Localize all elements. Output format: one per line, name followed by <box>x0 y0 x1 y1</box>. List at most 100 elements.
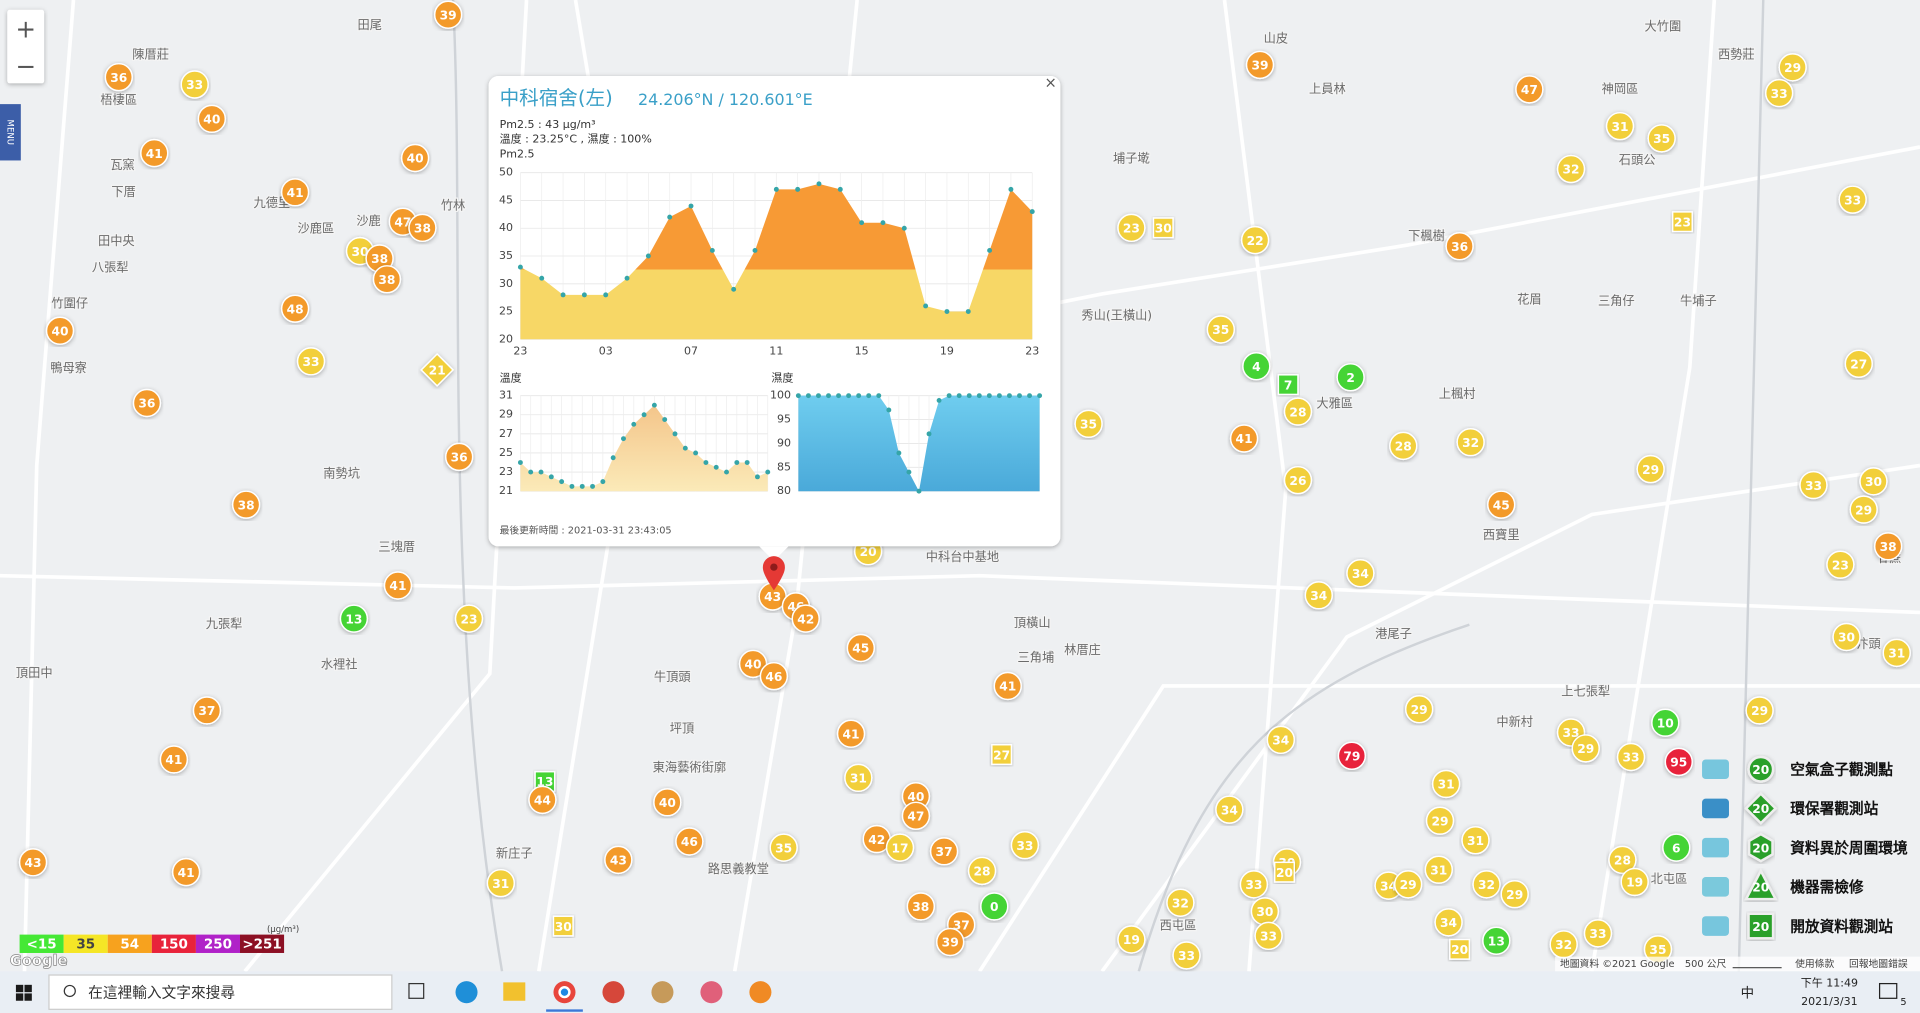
marker-circle[interactable] <box>400 143 430 173</box>
marker-circle[interactable] <box>967 856 997 886</box>
marker-circle[interactable] <box>528 785 557 815</box>
marker-circle[interactable] <box>171 857 201 887</box>
marker-circle[interactable] <box>383 571 413 600</box>
app-icon[interactable] <box>651 981 674 1004</box>
station[interactable]: 23 <box>454 604 484 633</box>
marker-circle[interactable] <box>929 837 959 866</box>
menu-label[interactable]: MENU <box>4 120 14 145</box>
station[interactable]: 30 <box>552 915 574 937</box>
marker-circle[interactable] <box>1849 495 1878 524</box>
station[interactable]: 79 <box>1337 741 1367 770</box>
station[interactable]: 38 <box>408 213 437 243</box>
station[interactable]: 33 <box>1838 185 1867 214</box>
marker-circle[interactable] <box>1336 363 1365 392</box>
station[interactable]: 40 <box>653 788 682 817</box>
station[interactable]: 42 <box>862 824 891 854</box>
station[interactable]: 28 <box>967 856 997 886</box>
marker-circle[interactable] <box>1620 867 1649 897</box>
station[interactable]: 36 <box>1445 231 1474 261</box>
marker-circle[interactable] <box>1608 845 1637 875</box>
station[interactable]: 29 <box>1500 879 1529 909</box>
station[interactable]: 47 <box>1515 75 1544 104</box>
marker-circle[interactable] <box>1283 465 1313 495</box>
station[interactable]: 42 <box>791 604 820 633</box>
station[interactable]: 35 <box>1074 409 1103 439</box>
station[interactable]: 31 <box>1431 769 1461 799</box>
marker-circle[interactable] <box>1571 734 1600 763</box>
marker-circle[interactable] <box>1431 769 1461 799</box>
marker-circle[interactable] <box>1117 213 1146 243</box>
station[interactable]: 22 <box>1240 225 1270 255</box>
marker-circle[interactable] <box>1472 870 1501 899</box>
station[interactable]: 41 <box>1229 424 1259 453</box>
marker-circle[interactable] <box>901 801 931 830</box>
marker-circle[interactable] <box>1605 111 1635 141</box>
station[interactable]: 10 <box>1651 708 1680 737</box>
task-view[interactable] <box>408 982 425 999</box>
station[interactable]: 28 <box>1283 397 1313 426</box>
marker-circle[interactable] <box>759 661 789 691</box>
marker-circle[interactable] <box>18 848 48 877</box>
marker-circle[interactable] <box>1616 742 1646 772</box>
station[interactable]: 46 <box>759 661 789 691</box>
station[interactable]: 37 <box>192 696 222 725</box>
station[interactable]: 34 <box>1434 908 1463 937</box>
marker-circle[interactable] <box>1283 397 1313 426</box>
marker-circle[interactable] <box>444 442 474 472</box>
marker-circle[interactable] <box>1859 467 1888 496</box>
station[interactable]: 23 <box>1117 213 1146 243</box>
marker-circle[interactable] <box>433 0 463 29</box>
station[interactable]: 29 <box>1849 495 1878 524</box>
station[interactable]: 33 <box>296 347 326 376</box>
station[interactable]: 31 <box>1461 826 1490 855</box>
station[interactable]: 17 <box>885 833 915 862</box>
marker-circle[interactable] <box>1346 559 1375 588</box>
marker-circle[interactable] <box>791 604 820 633</box>
marker-circle[interactable] <box>980 892 1009 921</box>
marker-square[interactable] <box>1449 938 1471 960</box>
station[interactable]: 41 <box>836 719 866 748</box>
marker-circle[interactable] <box>140 138 169 168</box>
marker-circle[interactable] <box>296 347 326 376</box>
search-placeholder[interactable]: 在這裡輸入文字來搜尋 <box>88 984 235 1001</box>
station[interactable]: 28 <box>1608 845 1637 875</box>
station[interactable]: 38 <box>906 892 936 921</box>
station[interactable]: 39 <box>433 0 463 29</box>
marker-circle[interactable] <box>231 490 261 519</box>
station[interactable]: 48 <box>280 294 310 323</box>
station[interactable]: 37 <box>929 837 959 866</box>
station[interactable]: 40 <box>197 104 227 134</box>
marker-circle[interactable] <box>339 604 369 633</box>
station[interactable]: 47 <box>901 801 931 830</box>
marker-circle[interactable] <box>1424 855 1453 884</box>
station[interactable]: 43 <box>18 848 48 877</box>
station[interactable]: 31 <box>844 763 873 793</box>
marker-circle[interactable] <box>675 827 704 856</box>
marker-circle[interactable] <box>1393 870 1423 899</box>
station[interactable]: 19 <box>1117 925 1146 954</box>
station[interactable]: 4 <box>1242 352 1271 381</box>
start-icon[interactable] <box>15 993 24 1001</box>
marker-circle[interactable] <box>1500 879 1529 909</box>
station[interactable]: 34 <box>1215 795 1244 824</box>
marker-circle[interactable] <box>1445 231 1474 261</box>
marker-circle[interactable] <box>1556 154 1586 184</box>
marker-circle[interactable] <box>1434 908 1463 937</box>
marker-square[interactable] <box>991 744 1013 766</box>
station[interactable]: 26 <box>1283 465 1313 495</box>
marker-circle[interactable] <box>1482 926 1511 955</box>
station[interactable]: 23 <box>1826 550 1855 579</box>
station[interactable]: 38 <box>231 490 261 519</box>
marker-circle[interactable] <box>1254 921 1283 951</box>
station[interactable]: 19 <box>1620 867 1649 897</box>
marker-circle[interactable] <box>738 649 768 679</box>
marker-circle[interactable] <box>104 62 133 92</box>
marker-circle[interactable] <box>1832 622 1861 652</box>
marker-circle[interactable] <box>1461 826 1490 855</box>
marker-circle[interactable] <box>1010 830 1040 860</box>
station[interactable]: 29 <box>1745 696 1774 725</box>
marker-circle[interactable] <box>1266 725 1296 755</box>
station[interactable]: 36 <box>132 388 162 418</box>
marker-circle[interactable] <box>653 788 682 817</box>
start-button[interactable] <box>15 984 32 1001</box>
